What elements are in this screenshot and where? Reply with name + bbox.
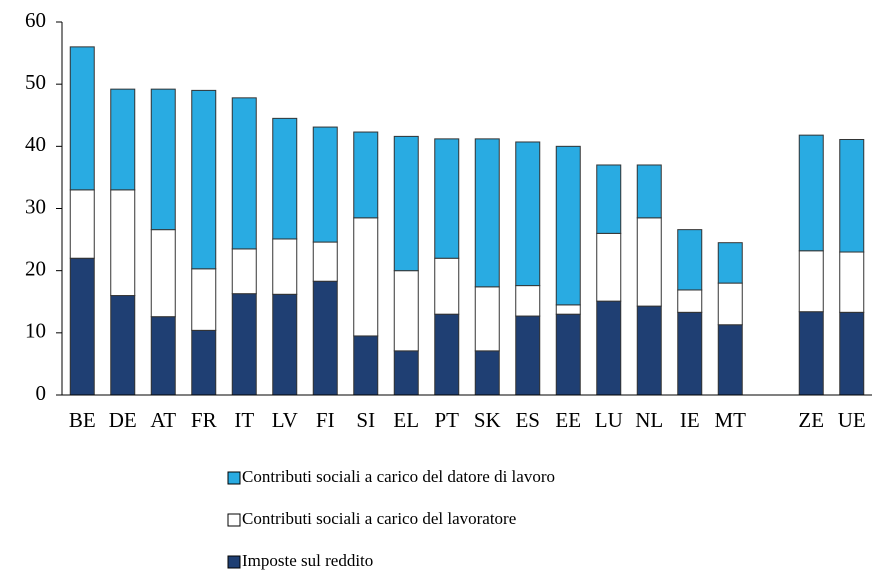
bar-segment — [272, 238, 298, 295]
bar-segment — [636, 164, 662, 219]
bar-segment — [717, 242, 743, 284]
bar-segment — [515, 141, 541, 287]
bar-segment — [515, 315, 541, 396]
x-tick-label: PT — [434, 408, 459, 432]
x-tick-label: UE — [838, 408, 866, 432]
bar-segment — [393, 270, 419, 352]
legend-swatch — [227, 555, 241, 569]
x-tick-label: IT — [234, 408, 254, 432]
bar-segment — [636, 305, 662, 396]
x-tick-label: SI — [356, 408, 375, 432]
bar-segment — [69, 189, 95, 259]
bar-segment — [839, 251, 865, 313]
y-tick-label: 30 — [25, 194, 46, 218]
bar-segment — [191, 268, 217, 331]
y-tick-label: 60 — [25, 8, 46, 32]
bar-segment — [474, 286, 500, 352]
bar-segment — [636, 217, 662, 307]
bar-segment — [353, 335, 379, 396]
legend-swatch — [227, 513, 241, 527]
legend-label: Imposte sul reddito — [242, 551, 373, 570]
x-tick-label: ZE — [798, 408, 824, 432]
bar-segment — [434, 138, 460, 259]
x-tick-label: DE — [109, 408, 137, 432]
bar-segment — [596, 300, 622, 396]
y-tick-label: 0 — [36, 381, 47, 405]
bar-segment — [312, 241, 338, 282]
bar-segment — [798, 250, 824, 313]
bar-segment — [555, 304, 581, 315]
bar-segment — [312, 126, 338, 243]
bar-segment — [434, 257, 460, 315]
x-tick-label: NL — [635, 408, 663, 432]
bar-segment — [474, 350, 500, 396]
x-tick-label: SK — [474, 408, 501, 432]
x-tick-label: FI — [316, 408, 335, 432]
bar-segment — [231, 293, 257, 396]
bar-segment — [353, 131, 379, 219]
bar-segment — [839, 138, 865, 253]
bar-segment — [231, 97, 257, 250]
x-tick-label: BE — [69, 408, 96, 432]
bar-segment — [798, 311, 824, 396]
legend-swatch — [227, 471, 241, 485]
bar-segment — [717, 282, 743, 326]
x-tick-label: AT — [150, 408, 176, 432]
bar-segment — [312, 280, 338, 396]
y-tick-label: 40 — [25, 132, 46, 156]
bar-segment — [555, 313, 581, 396]
bar-segment — [110, 189, 136, 297]
x-tick-label: MT — [715, 408, 747, 432]
x-tick-label: EE — [555, 408, 581, 432]
x-tick-label: IE — [680, 408, 700, 432]
bar-segment — [596, 164, 622, 234]
bar-segment — [393, 135, 419, 272]
y-tick-label: 20 — [25, 256, 46, 280]
bar-segment — [393, 350, 419, 396]
x-tick-label: LV — [272, 408, 298, 432]
bar-segment — [110, 88, 136, 191]
x-tick-label: LU — [595, 408, 623, 432]
legend-label: Contributi sociali a carico del lavorato… — [242, 509, 516, 528]
bar-segment — [272, 117, 298, 240]
bar-segment — [596, 232, 622, 302]
bar-segment — [150, 229, 176, 318]
bar-segment — [231, 248, 257, 295]
bar-segment — [677, 229, 703, 291]
bar-segment — [191, 89, 217, 270]
bar-segment — [150, 316, 176, 396]
bar-segment — [69, 257, 95, 396]
bar-segment — [434, 313, 460, 396]
bar-segment — [272, 293, 298, 396]
bar-segment — [555, 145, 581, 306]
bar-segment — [677, 289, 703, 313]
bar-segment — [839, 311, 865, 396]
bar-segment — [150, 88, 176, 231]
bar-segment — [69, 46, 95, 191]
y-tick-label: 50 — [25, 70, 46, 94]
bar-segment — [191, 329, 217, 396]
legend-label: Contributi sociali a carico del datore d… — [242, 467, 555, 486]
bar-segment — [717, 324, 743, 396]
bar-segment — [353, 217, 379, 337]
x-tick-label: FR — [191, 408, 217, 432]
bar-segment — [474, 138, 500, 288]
x-tick-label: ES — [515, 408, 540, 432]
bar-segment — [110, 295, 136, 396]
y-tick-label: 10 — [25, 319, 46, 343]
bar-segment — [798, 134, 824, 252]
bar-segment — [677, 311, 703, 396]
bar-segment — [515, 285, 541, 317]
x-tick-label: EL — [393, 408, 419, 432]
